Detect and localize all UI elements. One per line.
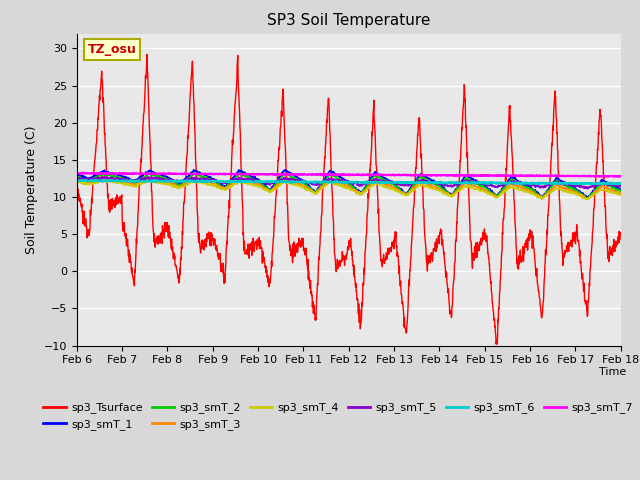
sp3_Tsurface	[105, 207, 113, 213]
sp3_Tsurface	[363, 231, 371, 237]
Title: SP3 Soil Temperature: SP3 Soil Temperature	[267, 13, 431, 28]
sp3_smT_1	[281, 167, 289, 173]
sp3_Tsurface	[73, 188, 81, 193]
sp3_smT_5	[316, 180, 323, 186]
sp3_smT_4	[542, 193, 550, 199]
Text: TZ_osu: TZ_osu	[88, 43, 136, 56]
sp3_smT_3	[617, 190, 625, 196]
sp3_smT_5	[106, 175, 113, 180]
Line: sp3_smT_5: sp3_smT_5	[77, 177, 621, 189]
sp3_smT_6	[106, 178, 113, 184]
sp3_smT_2	[105, 173, 113, 179]
sp3_smT_2	[542, 190, 550, 196]
sp3_smT_4	[584, 197, 592, 203]
sp3_smT_2	[423, 176, 431, 182]
sp3_smT_3	[423, 181, 431, 187]
sp3_smT_4	[423, 183, 431, 189]
Line: sp3_smT_4: sp3_smT_4	[77, 179, 621, 200]
sp3_smT_3	[363, 185, 371, 191]
sp3_smT_6	[423, 180, 431, 186]
sp3_smT_4	[307, 188, 314, 194]
sp3_smT_2	[316, 185, 323, 191]
sp3_smT_7	[307, 171, 314, 177]
sp3_smT_1	[363, 183, 371, 189]
sp3_smT_7	[614, 174, 622, 180]
Line: sp3_smT_7: sp3_smT_7	[77, 173, 621, 177]
sp3_smT_6	[363, 180, 371, 185]
sp3_smT_1	[617, 186, 625, 192]
sp3_smT_7	[73, 170, 81, 176]
sp3_smT_6	[307, 180, 314, 185]
sp3_smT_2	[73, 174, 81, 180]
sp3_smT_5	[307, 180, 314, 185]
sp3_smT_3	[99, 174, 107, 180]
sp3_smT_1	[105, 170, 113, 176]
sp3_smT_6	[73, 178, 81, 183]
Line: sp3_smT_6: sp3_smT_6	[77, 180, 621, 184]
sp3_smT_2	[363, 183, 371, 189]
sp3_smT_7	[542, 173, 550, 179]
Line: sp3_smT_2: sp3_smT_2	[77, 172, 621, 199]
sp3_Tsurface	[316, 252, 323, 258]
sp3_smT_5	[363, 179, 371, 185]
sp3_smT_3	[316, 187, 323, 193]
sp3_smT_4	[73, 180, 81, 185]
sp3_Tsurface	[143, 52, 151, 58]
sp3_smT_7	[316, 172, 323, 178]
sp3_smT_6	[594, 181, 602, 187]
sp3_smT_7	[363, 171, 371, 177]
sp3_smT_3	[584, 196, 591, 202]
sp3_Tsurface	[423, 259, 431, 265]
sp3_smT_2	[236, 169, 243, 175]
sp3_smT_4	[105, 179, 113, 185]
sp3_smT_3	[307, 188, 314, 194]
Line: sp3_Tsurface: sp3_Tsurface	[77, 55, 621, 344]
sp3_smT_4	[189, 176, 197, 182]
Legend: sp3_Tsurface, sp3_smT_1, sp3_smT_2, sp3_smT_3, sp3_smT_4, sp3_smT_5, sp3_smT_6, : sp3_Tsurface, sp3_smT_1, sp3_smT_2, sp3_…	[39, 398, 637, 434]
sp3_smT_5	[73, 176, 81, 182]
Line: sp3_smT_3: sp3_smT_3	[77, 177, 621, 199]
sp3_smT_2	[617, 189, 625, 195]
sp3_smT_4	[617, 192, 625, 197]
sp3_smT_1	[307, 185, 314, 191]
Y-axis label: Soil Temperature (C): Soil Temperature (C)	[25, 125, 38, 254]
sp3_smT_3	[73, 177, 81, 183]
sp3_smT_5	[584, 186, 591, 192]
Text: Time: Time	[599, 368, 626, 377]
sp3_smT_6	[617, 180, 625, 186]
sp3_smT_1	[73, 171, 81, 177]
sp3_smT_4	[363, 187, 371, 192]
sp3_smT_5	[98, 174, 106, 180]
sp3_Tsurface	[543, 243, 550, 249]
sp3_Tsurface	[307, 277, 314, 283]
sp3_smT_7	[617, 173, 625, 179]
sp3_smT_5	[423, 179, 431, 184]
sp3_smT_3	[542, 192, 550, 198]
sp3_smT_6	[542, 180, 550, 186]
sp3_smT_5	[617, 182, 625, 188]
sp3_smT_2	[307, 186, 314, 192]
Line: sp3_smT_1: sp3_smT_1	[77, 170, 621, 198]
sp3_smT_1	[543, 189, 550, 194]
sp3_Tsurface	[617, 232, 625, 238]
sp3_smT_3	[106, 176, 113, 182]
sp3_Tsurface	[493, 341, 501, 347]
sp3_smT_7	[423, 173, 431, 179]
sp3_smT_5	[542, 183, 550, 189]
sp3_smT_1	[423, 175, 431, 180]
sp3_smT_1	[316, 183, 323, 189]
sp3_smT_7	[106, 171, 113, 177]
sp3_smT_2	[584, 196, 591, 202]
sp3_smT_7	[77, 170, 85, 176]
sp3_smT_1	[538, 195, 545, 201]
sp3_smT_4	[316, 187, 323, 193]
sp3_smT_6	[104, 177, 111, 183]
sp3_smT_6	[316, 179, 323, 185]
